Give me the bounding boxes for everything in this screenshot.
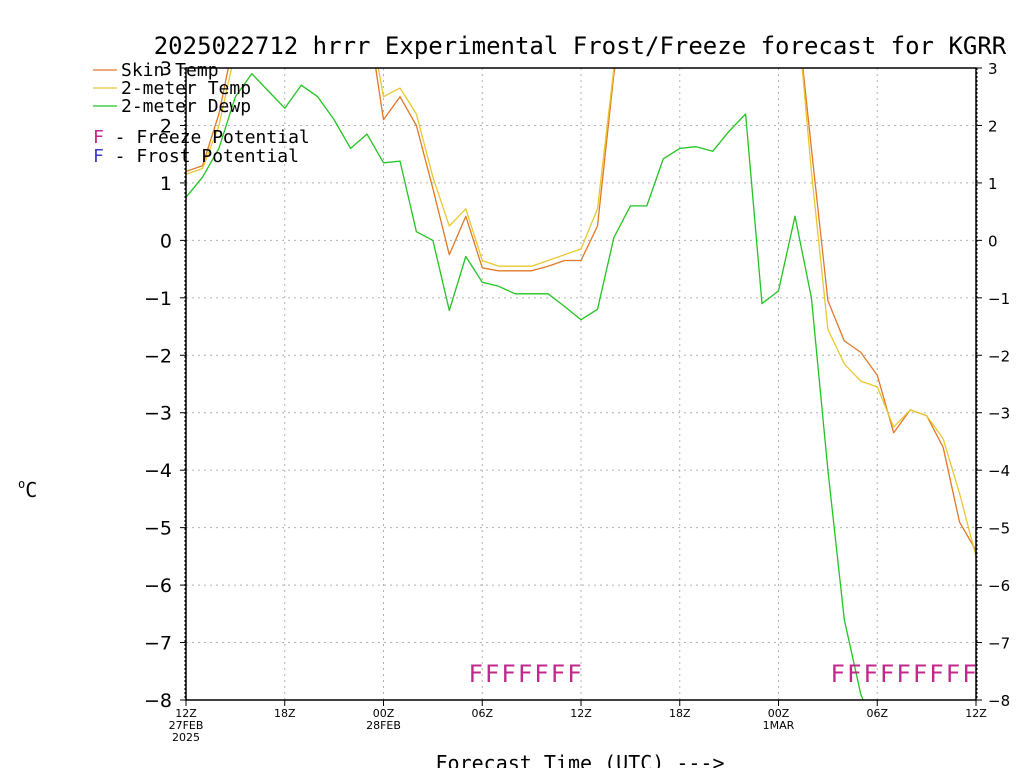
x-tick-label: 27FEB: [169, 719, 204, 732]
y-tick-label-right: 3: [988, 60, 998, 78]
x-tick-label: 2025: [172, 731, 200, 744]
y-tick-label-left: 2: [160, 115, 172, 137]
x-tick-label: 00Z: [768, 707, 790, 720]
legend-label-0: Skin Temp: [121, 60, 219, 81]
chart-title: 2025022712 hrrr Experimental Frost/Freez…: [154, 32, 1007, 60]
y-tick-label-right: −7: [988, 635, 1010, 653]
y-tick-label-left: −6: [144, 575, 172, 597]
x-tick-label: 06Z: [471, 707, 493, 720]
freeze-flag: F: [896, 660, 910, 688]
freeze-flag: F: [518, 660, 532, 688]
y-tick-label-left: 1: [160, 173, 172, 195]
legend-label-1: 2-meter Temp: [121, 78, 251, 99]
legend-potential-label: - Freeze Potential: [104, 127, 310, 148]
y-axis-label: oC: [18, 477, 37, 502]
y-tick-label-left: 3: [160, 58, 172, 80]
freeze-flag: F: [847, 660, 861, 688]
plot-border: [185, 67, 977, 701]
y-tick-label-left: −2: [144, 345, 172, 367]
freeze-flag: F: [534, 660, 548, 688]
freeze-flag: F: [501, 660, 515, 688]
freeze-flag: F: [831, 660, 845, 688]
y-tick-label-right: −1: [988, 290, 1010, 308]
legend-potential-1: F - Frost Potential: [93, 146, 299, 167]
y-tick-label-left: −1: [144, 288, 172, 310]
plot-frame: [184, 67, 978, 701]
series-line-0: [186, 68, 976, 551]
x-axis-label: Forecast Time (UTC) --->: [436, 751, 725, 768]
freeze-flag: F: [880, 660, 894, 688]
y-tick-label-right: −8: [988, 692, 1010, 710]
grid-lines: [186, 68, 976, 700]
freeze-flag: F: [551, 660, 565, 688]
y-axis-left: 3 2 1 0 −1 −2 −3 −4 −5 −6 −7 −8: [144, 58, 186, 712]
x-tick-label: 28FEB: [366, 719, 401, 732]
freeze-flag: F: [567, 660, 581, 688]
y-axis-label-degree: o: [18, 477, 25, 491]
series-layer: [186, 68, 976, 700]
y-axis-label-unit: C: [25, 478, 37, 502]
x-tick-label: 1MAR: [763, 719, 795, 732]
series-line-2: [186, 73, 864, 700]
y-tick-label-right: −2: [988, 347, 1010, 365]
legend-label-2: 2-meter Dewp: [121, 96, 251, 117]
x-tick-label: 00Z: [373, 707, 395, 720]
freeze-flag: F: [485, 660, 499, 688]
y-tick-label-left: 0: [160, 230, 172, 252]
y-tick-label-right: 2: [988, 117, 998, 135]
x-tick-label: 12Z: [570, 707, 592, 720]
freeze-flag: F: [468, 660, 482, 688]
freeze-flag: F: [913, 660, 927, 688]
freeze-flag: F: [929, 660, 943, 688]
x-tick-label: 06Z: [866, 707, 888, 720]
y-tick-label-right: −3: [988, 405, 1010, 423]
y-tick-label-left: −3: [144, 403, 172, 425]
legend-potential-label: - Frost Potential: [104, 146, 299, 167]
freeze-flag: F: [962, 660, 976, 688]
x-tick-label: 18Z: [669, 707, 691, 720]
freeze-flag: F: [863, 660, 877, 688]
x-tick-label: 12Z: [175, 707, 197, 720]
y-tick-label-right: 0: [988, 232, 998, 250]
y-tick-label-right: 1: [988, 175, 998, 193]
legend-potential-letter: F: [93, 146, 104, 167]
freeze-flag: F: [946, 660, 960, 688]
y-tick-label-left: −8: [144, 690, 172, 712]
y-axis-right: 3 2 1 0 −1 −2 −3 −4 −5 −6 −7 −8: [976, 60, 1010, 710]
y-tick-label-right: −4: [988, 462, 1010, 480]
y-tick-label-left: −4: [144, 460, 172, 482]
series-line-1: [186, 68, 976, 557]
y-tick-label-right: −5: [988, 520, 1010, 538]
x-tick-label: 12Z: [965, 707, 987, 720]
x-tick-label: 18Z: [274, 707, 296, 720]
y-tick-label-left: −7: [144, 633, 172, 655]
y-tick-label-right: −6: [988, 577, 1010, 595]
legend-potential-letter: F: [93, 127, 104, 148]
legend-potential-0: F - Freeze Potential: [93, 127, 310, 148]
y-tick-label-left: −5: [144, 518, 172, 540]
